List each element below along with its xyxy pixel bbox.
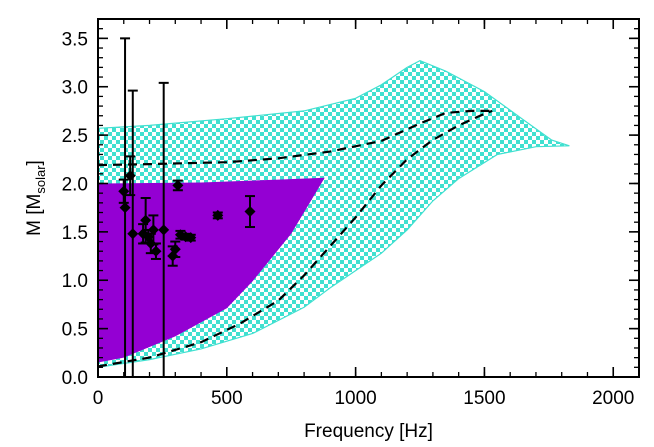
diamond-marker bbox=[140, 214, 152, 226]
y-tick-label: 1.5 bbox=[62, 223, 88, 244]
x-tick-label: 2000 bbox=[592, 388, 634, 409]
x-tick-label: 1500 bbox=[463, 388, 505, 409]
data-point-19 bbox=[244, 195, 256, 229]
y-axis-label-main: M [M bbox=[24, 194, 45, 236]
y-tick-label: 3.5 bbox=[62, 29, 88, 50]
x-tick-label: 0 bbox=[93, 388, 104, 409]
diamond-marker bbox=[127, 228, 139, 240]
dashed-lower-curve bbox=[97, 109, 493, 368]
diamond-marker bbox=[147, 224, 159, 236]
x-tick-label: 1000 bbox=[334, 388, 376, 409]
data-point-13 bbox=[169, 240, 181, 259]
y-tick-label: 2.5 bbox=[62, 126, 88, 147]
purple-region bbox=[98, 177, 325, 363]
data-point-18 bbox=[212, 209, 224, 221]
y-axis-label-end: ] bbox=[24, 160, 45, 165]
diamond-marker bbox=[119, 202, 131, 214]
y-tick-label: 2.0 bbox=[62, 174, 88, 195]
x-axis-label: Frequency [Hz] bbox=[304, 421, 433, 442]
axis-ticks: 0 500 1000 1500 2000 0.0 0.5 1.0 1.5 2.0 2.5 3.0 3.5 bbox=[62, 19, 639, 409]
data-point-14 bbox=[172, 179, 184, 192]
diamond-marker bbox=[158, 224, 170, 236]
plot-frame bbox=[97, 18, 640, 378]
diamond-marker bbox=[118, 185, 130, 197]
diamond-marker bbox=[150, 245, 162, 257]
data-point-10 bbox=[150, 242, 162, 260]
data-point-1 bbox=[118, 178, 130, 204]
x-tick-label: 500 bbox=[211, 388, 243, 409]
y-axis-label-sub: solar bbox=[33, 165, 48, 194]
diamond-marker bbox=[169, 243, 181, 255]
y-axis-label: M [Msolar] bbox=[24, 160, 48, 236]
y-tick-label: 1.0 bbox=[62, 271, 88, 292]
diamond-marker bbox=[185, 232, 197, 244]
y-tick-label: 0.5 bbox=[62, 320, 88, 341]
y-tick-label: 0.0 bbox=[62, 368, 88, 389]
dashed-upper-curve bbox=[97, 109, 493, 167]
diamond-marker bbox=[244, 206, 256, 218]
data-point-17 bbox=[185, 232, 197, 244]
diamond-marker bbox=[212, 209, 224, 221]
y-tick-label: 3.0 bbox=[62, 78, 88, 99]
diamond-marker bbox=[172, 179, 184, 191]
